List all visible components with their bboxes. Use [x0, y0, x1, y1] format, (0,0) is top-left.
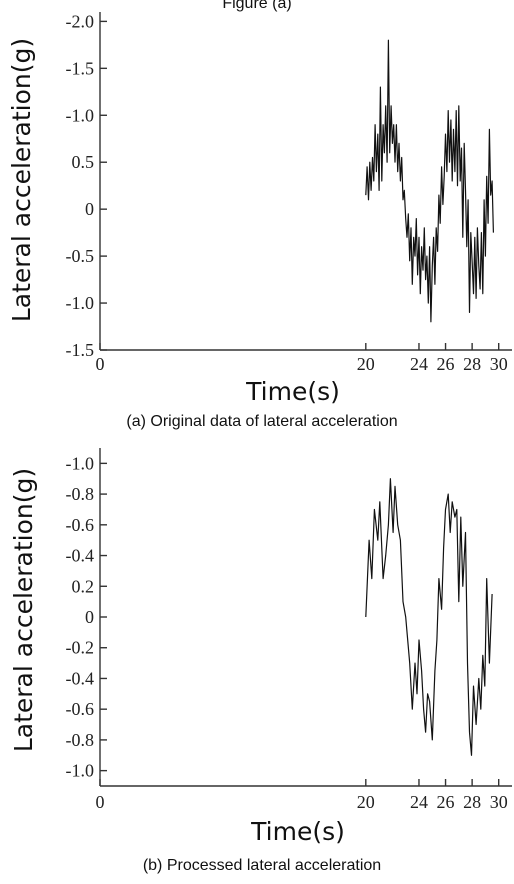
chart-a-y-tick-label: 0.5: [72, 152, 95, 172]
chart-b-y-axis-label: Lateral acceleration(g): [9, 468, 38, 752]
chart-b-x-ticks: 0 20 24 26 28 30: [96, 779, 508, 812]
chart-a-y-tick-label: 0: [85, 199, 94, 219]
chart-b-x-tick-label: 28: [463, 792, 481, 812]
chart-a-y-tick-label: -0.5: [66, 246, 95, 266]
chart-b-x-tick-label: 20: [357, 792, 375, 812]
chart-b-series-line: [365, 478, 493, 756]
chart-b-y-tick-label: -0.8: [66, 730, 95, 750]
chart-a-x-axis-label: Time(s): [245, 377, 340, 406]
chart-a-x-tick-label: 20: [357, 354, 375, 374]
chart-b-x-tick-label: 30: [490, 792, 508, 812]
chart-b-x-axis-label: Time(s): [250, 817, 345, 846]
chart-a-y-ticks: -2.0 -1.5 -1.0 0.5 0 -0.5 -1.0 -1.5: [66, 11, 107, 360]
chart-a-x-tick-label: 24: [410, 354, 428, 374]
chart-b: -1.0-0.8-0.6-0.40.20-0.2-0.4-0.6-0.8-1.0…: [9, 448, 512, 874]
chart-b-x-tick-label: 0: [96, 792, 105, 812]
chart-a-x-tick-label: 26: [437, 354, 455, 374]
chart-b-y-tick-label: -0.6: [66, 699, 95, 719]
chart-b-y-tick-label: -1.0: [66, 453, 95, 473]
chart-a-series-line: [365, 39, 494, 323]
chart-a-y-tick-label: -2.0: [66, 11, 95, 31]
chart-b-y-tick-label: -0.4: [66, 668, 95, 688]
chart-b-caption: (b) Processed lateral acceleration: [143, 857, 381, 874]
chart-a-y-tick-label: -1.5: [66, 58, 95, 78]
chart-b-y-tick-label: -0.6: [66, 515, 95, 535]
chart-a-x-tick-label: 0: [96, 354, 105, 374]
chart-a-y-axis-label: Lateral acceleration(g): [7, 38, 36, 322]
chart-b-y-ticks: -1.0 -0.8 -0.6 -0.4 0.2 0 -0.2 -0.4 -0.6 -0.8 -1.0: [66, 453, 107, 781]
chart-a-x-tick-label: 28: [463, 354, 481, 374]
chart-a-y-tick-label: -1.5: [66, 340, 95, 360]
chart-a-y-tick-label: -1.0: [66, 293, 95, 313]
chart-a-caption: (a) Original data of lateral acceleratio…: [126, 413, 397, 430]
chart-a-x-tick-label: 30: [490, 354, 508, 374]
chart-b-y-tick-label: -1.0: [66, 761, 95, 781]
chart-b-y-tick-label: -0.2: [66, 638, 95, 658]
chart-a: -2.0 -1.5 -1.0 0.5 0 -0.5 -1.0 -1.5 0 20 24 26 28 30…: [7, 11, 512, 430]
chart-a-y-tick-label: -1.0: [66, 105, 95, 125]
chart-b-x-tick-label: 24: [410, 792, 428, 812]
chart-b-y-tick-label: 0.2: [72, 576, 95, 596]
chart-a-x-ticks: 0 20 24 26 28 30: [96, 343, 508, 374]
chart-b-y-tick-label: 0: [85, 607, 94, 627]
chart-b-y-tick-label: -0.8: [66, 484, 95, 504]
top-caption: Figure (a): [222, 0, 291, 12]
chart-b-y-tick-label: -0.4: [66, 546, 95, 566]
chart-b-x-tick-label: 26: [437, 792, 455, 812]
